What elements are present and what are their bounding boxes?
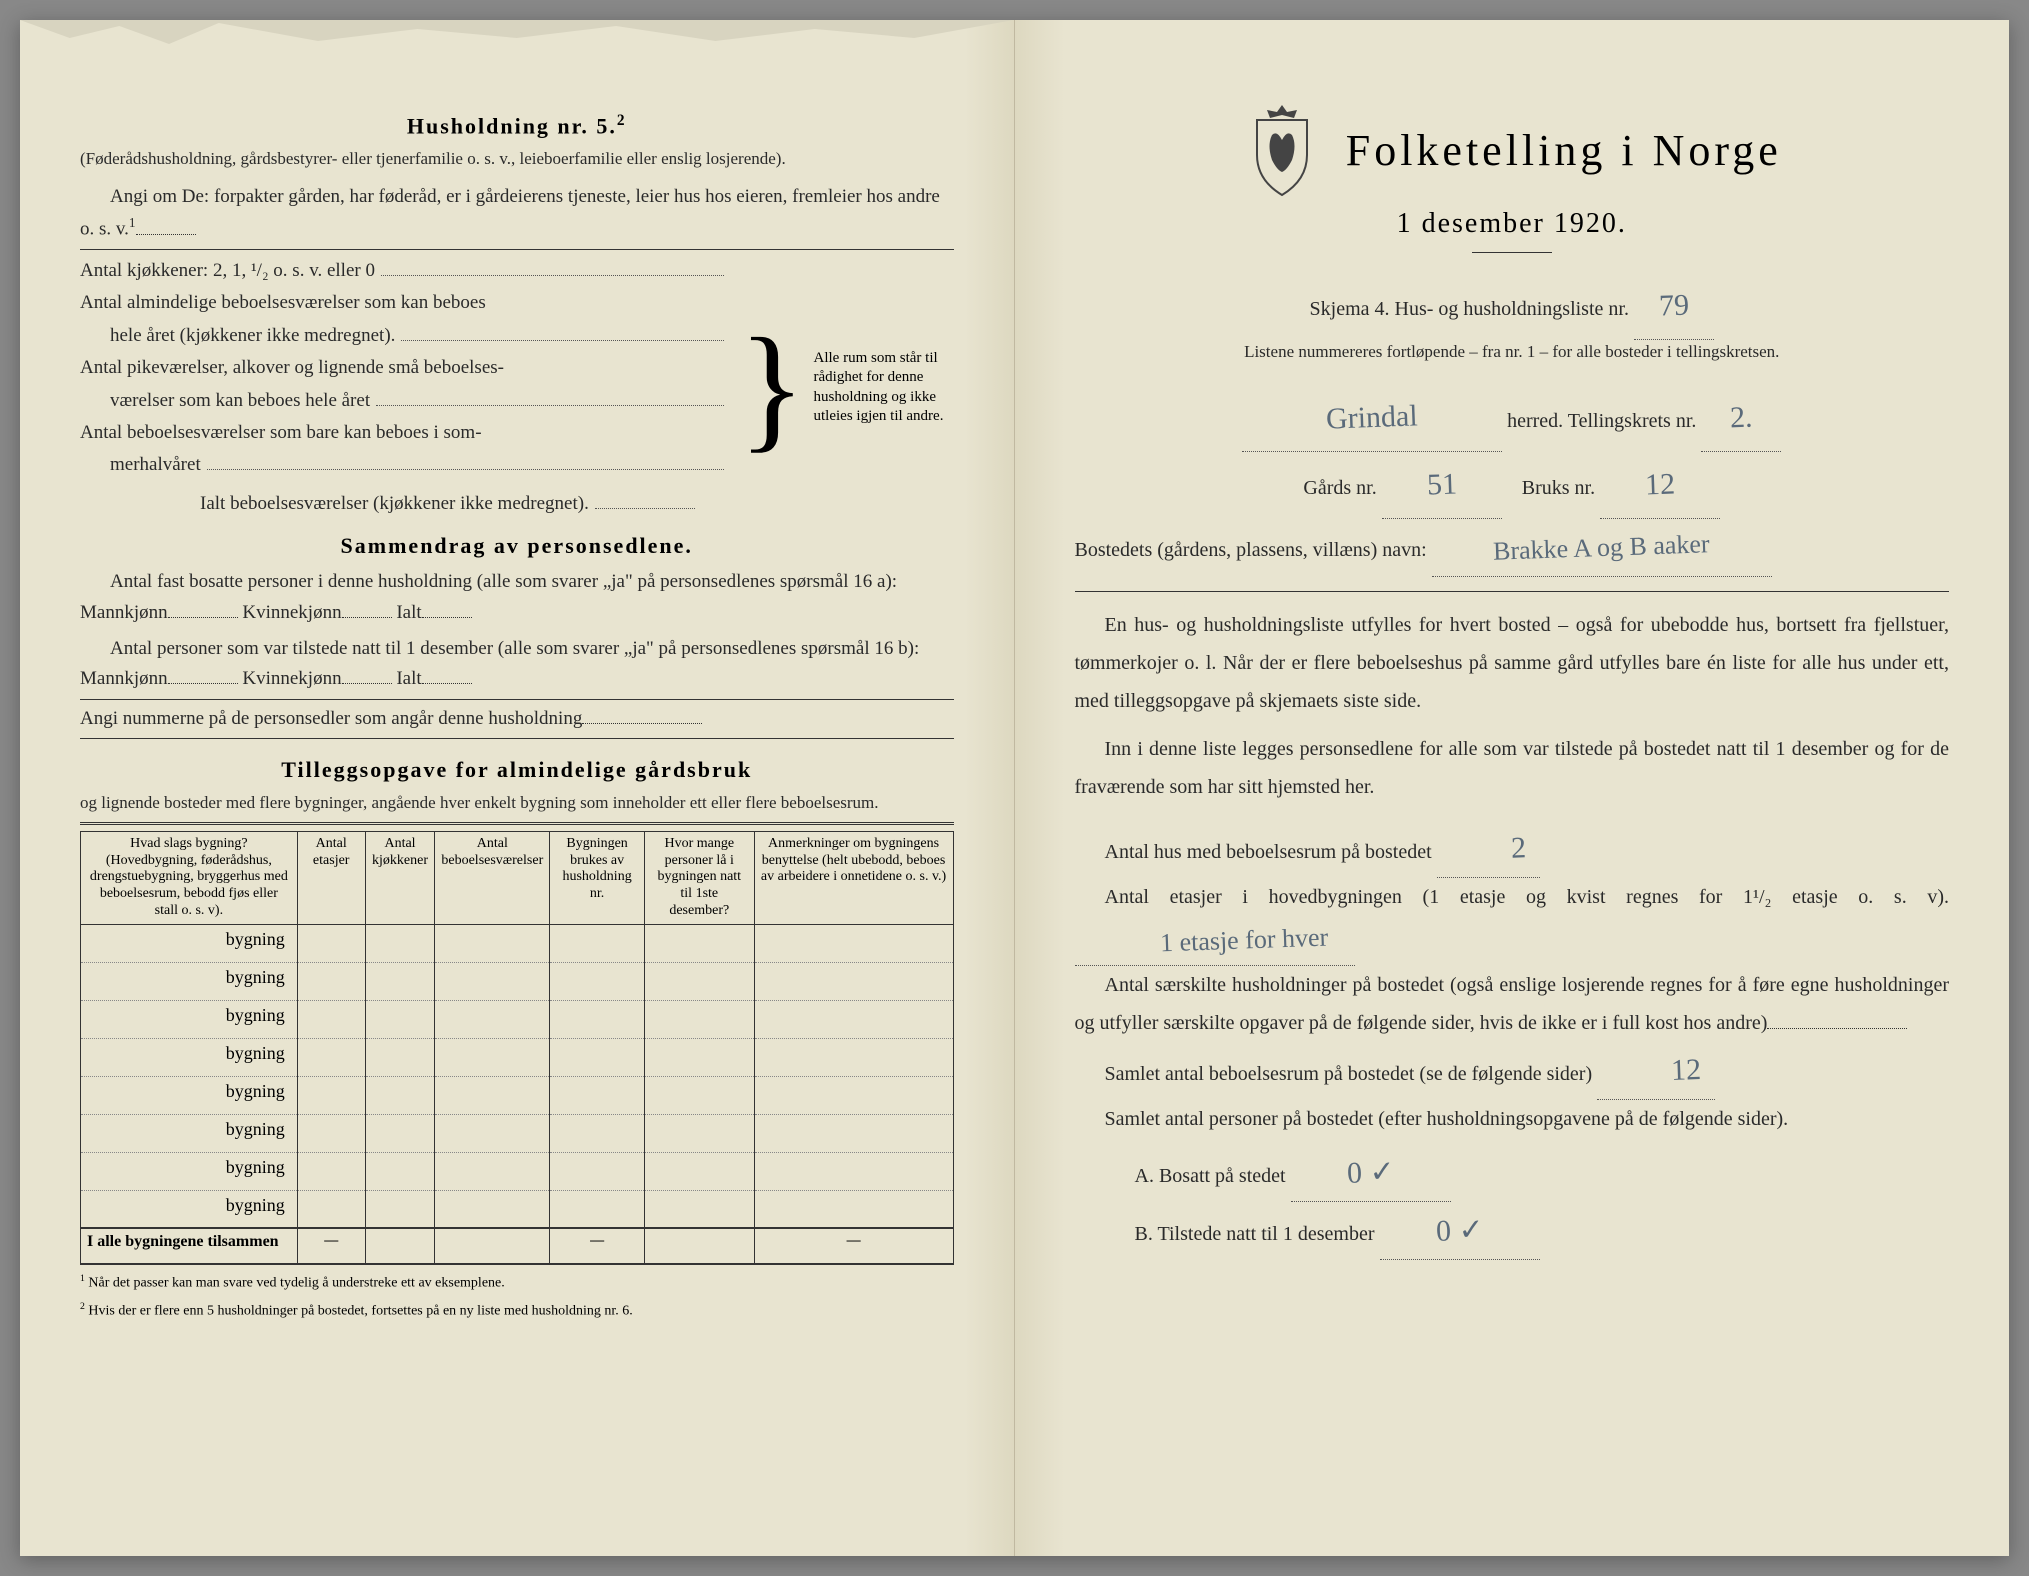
almindelige-row: Antal almindelige beboelsesværelser som … [80,288,730,318]
col-bygning: Hvad slags bygning? (Hovedbygning, føder… [81,831,298,924]
ialt-row: Ialt beboelsesværelser (kjøkkener ikke m… [80,489,730,519]
divider [80,249,954,250]
saerskilte-line: Antal særskilte husholdninger på bostede… [1075,966,1950,1042]
husholdning-title: Husholdning nr. 5.2 [80,112,954,139]
etasjer-val: 1 etasje for hver [1124,912,1336,969]
gards-line: Gårds nr. 51 Bruks nr. 12 [1075,452,1950,519]
col-kjokkener: Antal kjøkkener [365,831,435,924]
title-rule [1472,252,1552,253]
main-subtitle: 1 desember 1920. [1075,208,1950,240]
samlet-rum-val: 12 [1634,1041,1708,1100]
sammendrag-title: Sammendrag av personsedlene. [80,533,954,559]
samlet-pers-line: Samlet antal personer på bostedet (efter… [1075,1100,1950,1138]
herred-name: Grindal [1319,383,1425,453]
table-row: bygning [81,924,954,962]
b-line: B. Tilstede natt til 1 desember 0 ✓ [1075,1202,1950,1260]
col-husholdning: Bygningen brukes av husholdning nr. [550,831,645,924]
table-row: bygning [81,1076,954,1114]
main-title: Folketelling i Norge [1346,125,1782,176]
tilstede-line: Antal personer som var tilstede natt til… [80,634,954,695]
col-personer: Hvor mange personer lå i bygningen natt … [644,831,754,924]
divider [1075,591,1950,592]
pike-row: Antal pikeværelser, alkover og lignende … [80,353,730,383]
bosted-line: Bostedets (gårdens, plassens, villæns) n… [1075,519,1950,577]
footnote-2: 2 Hvis der er flere enn 5 husholdninger … [80,1301,954,1321]
table-top-rule [80,822,954,825]
gards-nr: 51 [1420,451,1464,518]
angi-nummerne: Angi nummerne på de personsedler som ang… [80,704,954,734]
brace-text: Alle rum som står til rådighet for denne… [814,254,954,521]
table-row: bygning [81,962,954,1000]
antal-hus-val: 2 [1474,819,1533,878]
b-val: 0 ✓ [1429,1201,1491,1260]
divider [80,738,954,739]
antal-hus-line: Antal hus med beboelsesrum på bostedet 2 [1075,820,1950,878]
pike-row2: værelser som kan beboes hele året [80,386,730,416]
kjokken-row: Antal kjøkkener: 2, 1, ¹/₂ o. s. v. elle… [80,256,730,286]
listene-note: Listene nummereres fortløpende – fra nr.… [1075,340,1950,365]
table-total-row: I alle bygningene tilsammen ——— [81,1228,954,1264]
sommer-row2: merhalvåret [80,450,730,480]
a-line: A. Bosatt på stedet 0 ✓ [1075,1144,1950,1202]
torn-edge [20,20,1014,50]
divider [80,699,954,700]
para-2: Inn i denne liste legges personsedlene f… [1075,730,1950,806]
col-vaerelser: Antal beboelsesværelser [435,831,550,924]
census-document: Husholdning nr. 5.2 (Føderådshusholdning… [20,20,2009,1556]
skjema-line: Skjema 4. Hus- og husholdningsliste nr. … [1075,273,1950,340]
brace-icon: } [730,254,813,521]
bruks-nr: 12 [1638,451,1682,518]
table-row: bygning [81,1114,954,1152]
title-block: Folketelling i Norge 1 desember 1920. [1075,100,1950,253]
right-page: Folketelling i Norge 1 desember 1920. Sk… [1015,20,2010,1556]
col-etasjer: Antal etasjer [297,831,365,924]
angi-line: Angi om De: forpakter gården, har føderå… [80,182,954,245]
fast-bosatte-line: Antal fast bosatte personer i denne hush… [80,567,954,628]
table-header-row: Hvad slags bygning? (Hovedbygning, føder… [81,831,954,924]
almindelige-row2: hele året (kjøkkener ikke medregnet). [80,321,730,351]
tellingskrets-nr: 2. [1723,384,1760,451]
etasjer-line: Antal etasjer i hovedbygningen (1 etasje… [1075,878,1950,966]
crest-svg [1242,100,1322,200]
sommer-row: Antal beboelsesværelser som bare kan beb… [80,418,730,448]
skjema-nr: 79 [1652,272,1696,339]
footnote-1: 1 Når det passer kan man svare ved tydel… [80,1273,954,1293]
coat-of-arms-icon [1242,100,1322,200]
bosted-navn: Brakke A og B aaker [1486,515,1716,580]
a-val: 0 ✓ [1340,1143,1402,1202]
left-page: Husholdning nr. 5.2 (Føderådshusholdning… [20,20,1015,1556]
tillegg-title: Tilleggsopgave for almindelige gårdsbruk [80,757,954,783]
samlet-rum-line: Samlet antal beboelsesrum på bostedet (s… [1075,1042,1950,1100]
table-row: bygning [81,1152,954,1190]
bygning-table: Hvad slags bygning? (Hovedbygning, føder… [80,831,954,1265]
table-row: bygning [81,1000,954,1038]
rooms-section: Antal kjøkkener: 2, 1, ¹/₂ o. s. v. elle… [80,254,954,521]
herred-line: Grindal herred. Tellingskrets nr. 2. [1075,385,1950,452]
para-1: En hus- og husholdningsliste utfylles fo… [1075,606,1950,720]
husholdning-note: (Føderådshusholdning, gårdsbestyrer- ell… [80,147,954,172]
tillegg-sub: og lignende bosteder med flere bygninger… [80,791,954,816]
col-anmerkninger: Anmerkninger om bygningens benyttelse (h… [754,831,953,924]
table-row: bygning [81,1190,954,1228]
table-row: bygning [81,1038,954,1076]
